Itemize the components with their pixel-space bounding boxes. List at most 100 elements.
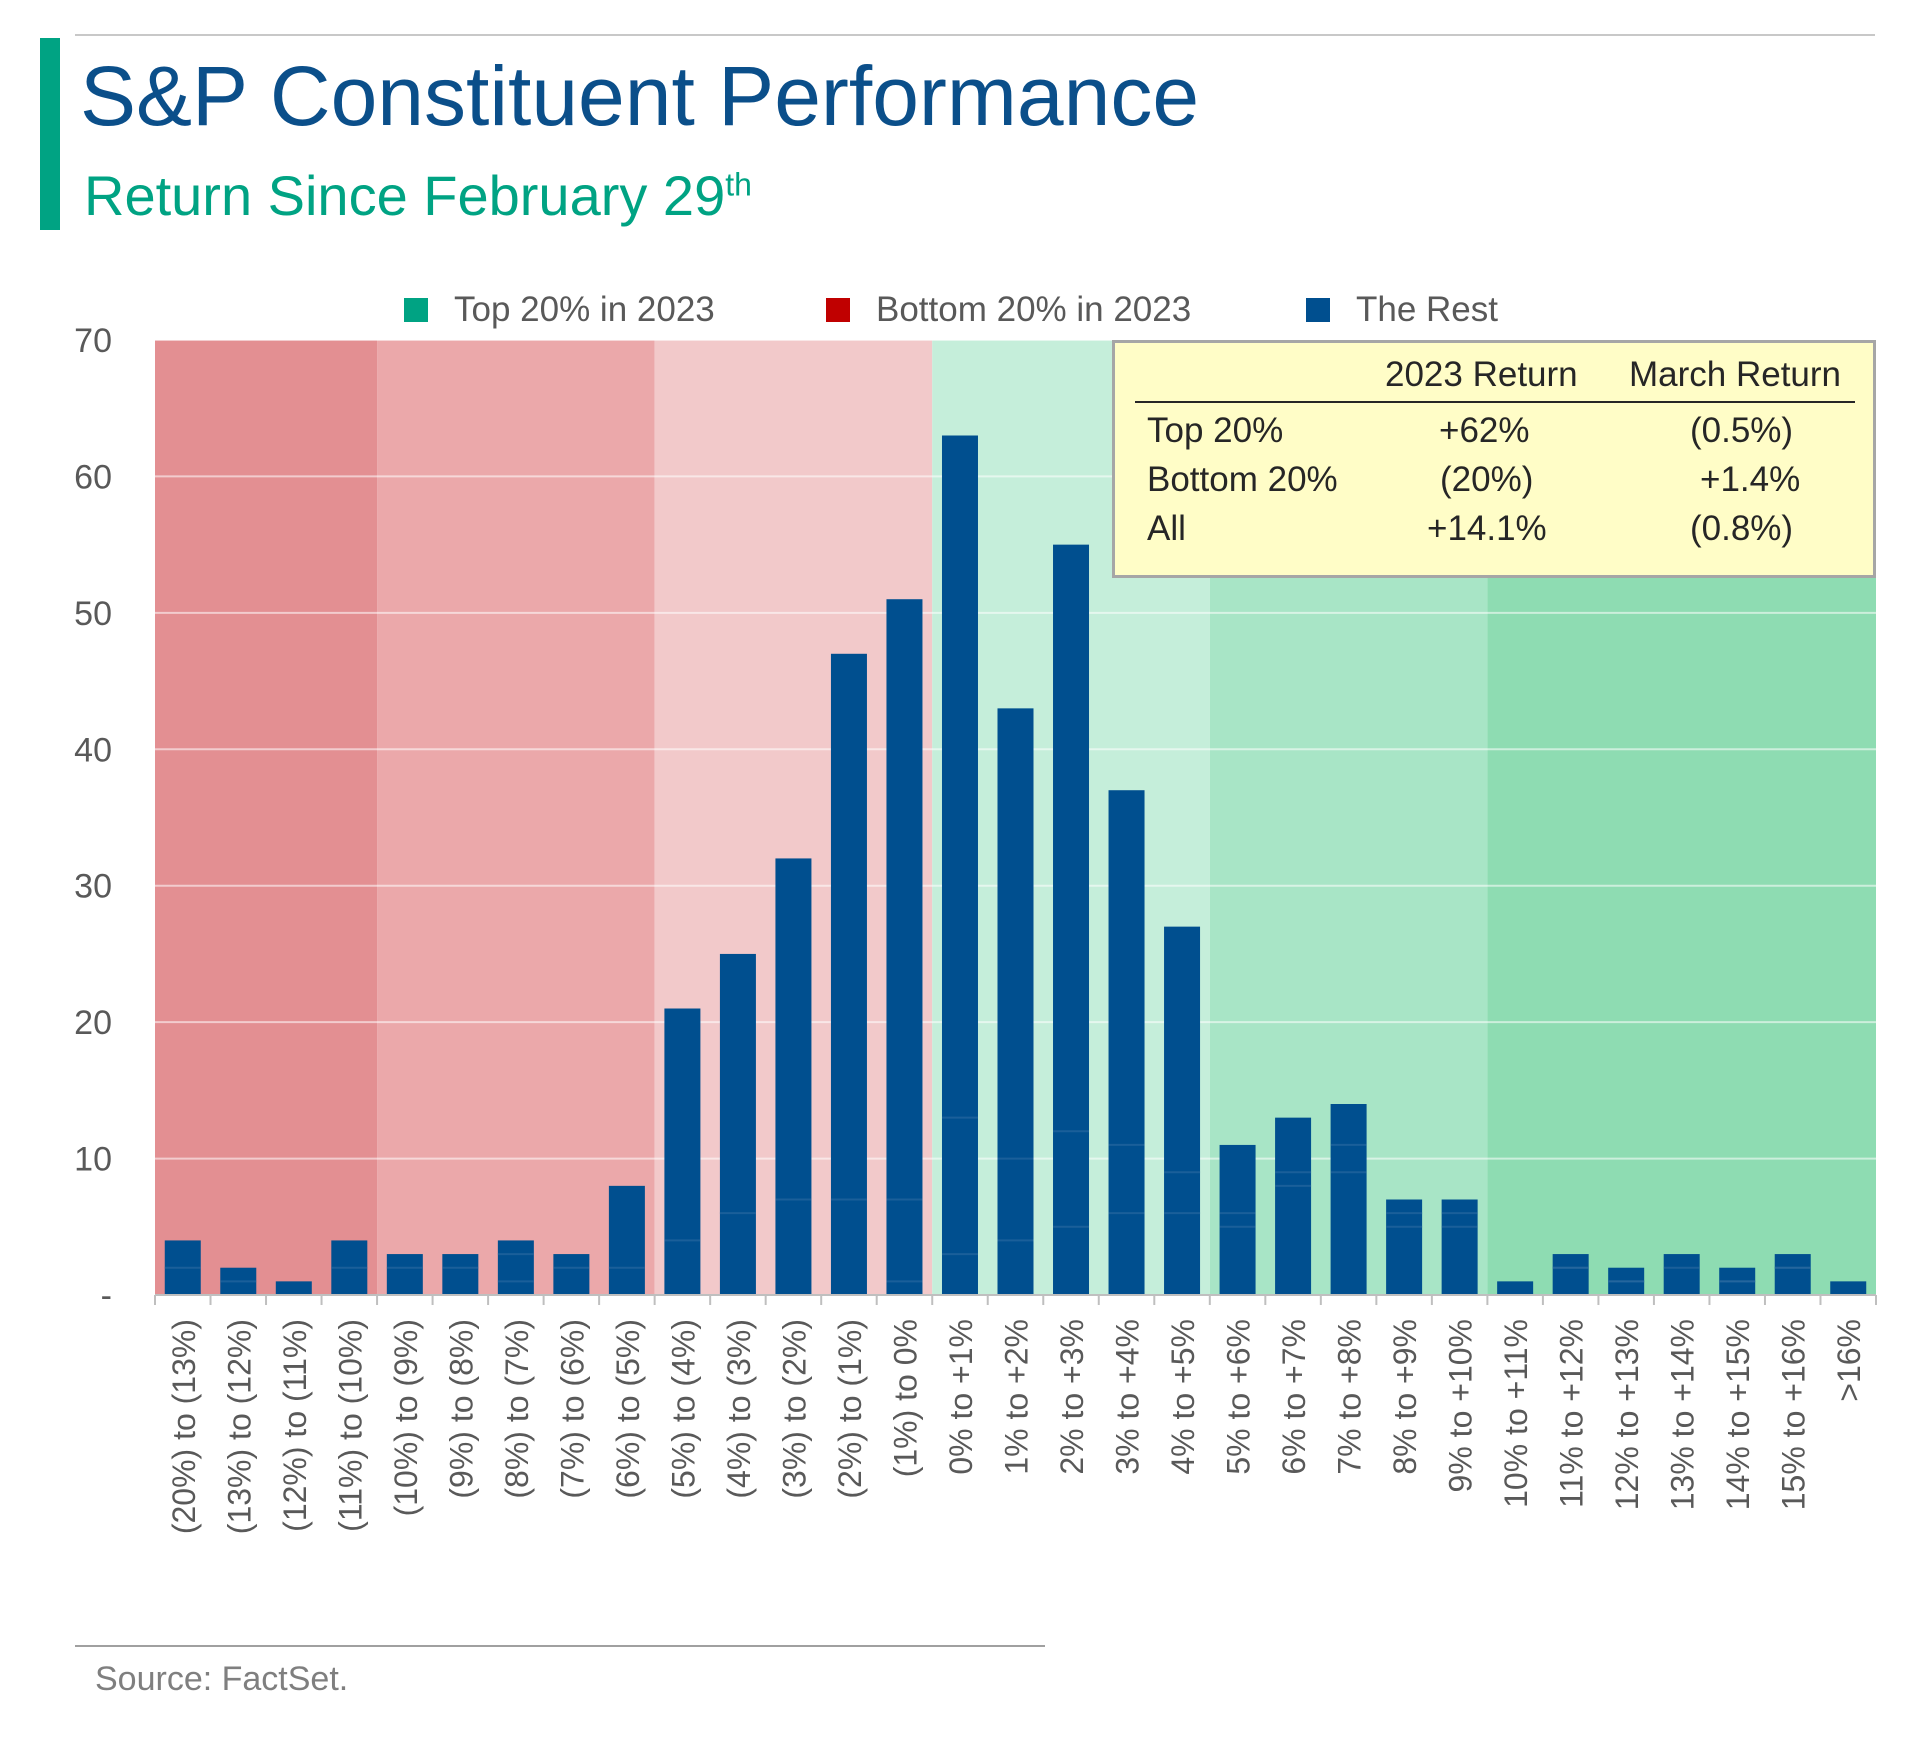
bars [164, 435, 1867, 1295]
page-subtitle: Return Since February 29th [84, 163, 752, 228]
background-zone-1 [377, 340, 655, 1295]
table-header-rule [1135, 401, 1855, 403]
subtitle-text: Return Since February 29 [84, 164, 726, 227]
x-tick-label: 3% to +4% [1110, 1319, 1146, 1475]
top-rule [75, 34, 1875, 36]
title-accent-bar [40, 38, 60, 230]
returns-table: 2023 Return March Return Top 20% +62% (0… [1112, 340, 1876, 578]
legend-label-rest: The Rest [1356, 290, 1498, 329]
bar [497, 1240, 534, 1295]
legend-swatch-bottom20 [826, 298, 850, 322]
x-tick-label: 1% to +2% [999, 1319, 1035, 1475]
bar [1663, 1254, 1700, 1295]
legend-swatch-rest [1306, 298, 1330, 322]
y-tick-label: - [101, 1277, 112, 1315]
x-tick-label: (11%) to (10%) [332, 1319, 368, 1532]
bar [886, 599, 923, 1295]
x-tick-label: (10%) to (9%) [388, 1319, 424, 1516]
background-zone-0 [155, 340, 378, 1295]
table-header-2023: 2023 Return [1385, 355, 1578, 394]
bar [719, 953, 756, 1295]
x-tick-label: (7%) to (6%) [554, 1319, 590, 1499]
x-tick-label: (2%) to (1%) [832, 1319, 868, 1499]
bar [386, 1254, 423, 1295]
y-tick-label: 30 [74, 868, 112, 906]
legend-item-bottom20: Bottom 20% in 2023 [826, 290, 1191, 330]
x-tick-label: >16% [1831, 1319, 1867, 1402]
bar [775, 858, 812, 1295]
bar [1108, 790, 1145, 1295]
x-tick-label: 7% to +8% [1332, 1319, 1368, 1475]
y-tick-label: 10 [74, 1141, 112, 1179]
y-tick-labels: - 10 20 30 40 50 60 70 [74, 322, 112, 1315]
x-tick-label: (6%) to (5%) [610, 1319, 646, 1499]
y-tick-label: 20 [74, 1004, 112, 1042]
table-cell-march: +1.4% [1700, 460, 1801, 499]
bar [830, 653, 867, 1295]
y-tick-label: 40 [74, 731, 112, 769]
page-title: S&P Constituent Performance [80, 49, 1200, 143]
table-cell-2023: (20%) [1440, 460, 1534, 499]
bar [1053, 544, 1090, 1295]
bar [1275, 1117, 1312, 1295]
bar [1497, 1281, 1534, 1295]
x-tick-label: 13% to +14% [1665, 1319, 1701, 1510]
bar [275, 1281, 312, 1295]
bar [1774, 1254, 1811, 1295]
source-note: Source: FactSet. [95, 1660, 349, 1698]
x-tick-label: 14% to +15% [1720, 1319, 1756, 1510]
bar [608, 1185, 645, 1295]
table-cell-2023: +62% [1439, 411, 1530, 450]
axes [154, 1294, 1877, 1305]
x-tick-label: 9% to +10% [1443, 1319, 1479, 1492]
x-tick-label: (4%) to (3%) [721, 1319, 757, 1499]
x-tick-label: 2% to +3% [1054, 1319, 1090, 1475]
y-tick-label: 60 [74, 458, 112, 496]
table-cell-march: (0.5%) [1690, 411, 1794, 450]
table-row-label: All [1147, 509, 1186, 548]
bar [1552, 1254, 1589, 1295]
x-tick-label: (12%) to (11%) [277, 1319, 313, 1532]
bar [442, 1254, 479, 1295]
table-header-march: March Return [1629, 355, 1842, 394]
bar [997, 708, 1034, 1295]
bar [1386, 1199, 1423, 1295]
legend-label-bottom20: Bottom 20% in 2023 [876, 290, 1192, 329]
bar [1330, 1104, 1367, 1295]
x-tick-label: (8%) to (7%) [499, 1319, 535, 1499]
x-tick-labels: (20%) to (13%) (13%) to (12%) (12%) to (11… [166, 1319, 1867, 1534]
legend-item-top20: Top 20% in 2023 [404, 290, 715, 330]
x-tick-label: 6% to +7% [1276, 1319, 1312, 1475]
x-tick-label: (1%) to 0% [887, 1319, 923, 1477]
legend-item-rest: The Rest [1306, 290, 1498, 330]
footer-rule [75, 1645, 1045, 1647]
x-tick-label: (20%) to (13%) [166, 1319, 202, 1534]
x-tick-label: 0% to +1% [943, 1319, 979, 1475]
bar [1830, 1281, 1867, 1295]
bar [1441, 1199, 1478, 1295]
table-row-label: Bottom 20% [1147, 460, 1338, 499]
y-tick-label: 50 [74, 595, 112, 633]
x-tick-label: (3%) to (2%) [776, 1319, 812, 1499]
y-tick-label: 70 [74, 322, 112, 360]
x-tick-label: 8% to +9% [1387, 1319, 1423, 1475]
x-tick-label: 5% to +6% [1221, 1319, 1257, 1475]
bar [941, 435, 978, 1295]
bar [664, 1008, 701, 1295]
x-tick-label: (13%) to (12%) [221, 1319, 257, 1534]
x-tick-label: 12% to +13% [1609, 1319, 1645, 1510]
subtitle-superscript: th [725, 166, 752, 203]
table-cell-2023: +14.1% [1427, 509, 1547, 548]
table-row-label: Top 20% [1147, 411, 1284, 450]
bar [1164, 926, 1201, 1295]
x-tick-label: (9%) to (8%) [443, 1319, 479, 1499]
x-tick-label: 10% to +11% [1498, 1319, 1534, 1508]
legend-swatch-top20 [404, 298, 428, 322]
bar [553, 1254, 590, 1295]
x-tick-label: 15% to +16% [1776, 1319, 1812, 1510]
x-tick-label: 11% to +12% [1554, 1319, 1590, 1508]
x-tick-label: 4% to +5% [1165, 1319, 1201, 1475]
x-tick-label: (5%) to (4%) [665, 1319, 701, 1499]
bar [1219, 1144, 1256, 1295]
